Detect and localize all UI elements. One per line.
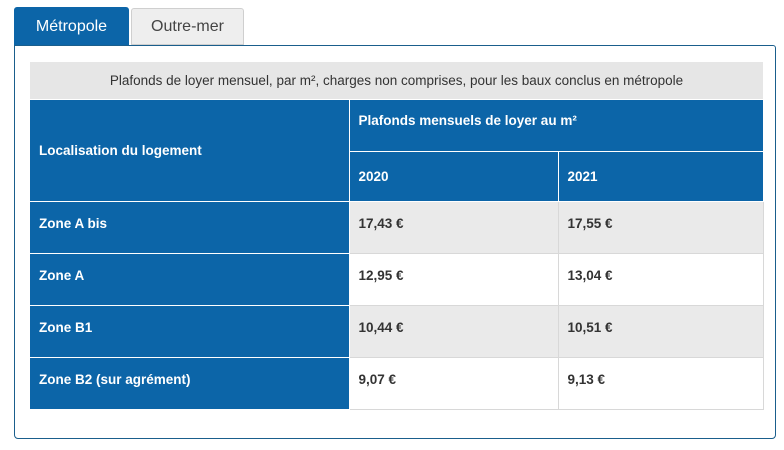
- header-rent-ceilings: Plafonds mensuels de loyer au m²: [348, 99, 764, 152]
- row-zone-label: Zone A bis: [30, 201, 350, 254]
- cell-2020: 10,44 €: [348, 305, 559, 358]
- table-row: Zone A bis 17,43 € 17,55 €: [30, 201, 764, 254]
- table-row: Zone A 12,95 € 13,04 €: [30, 253, 764, 306]
- cell-2021: 13,04 €: [557, 253, 764, 306]
- cell-2020: 12,95 €: [348, 253, 559, 306]
- row-zone-label: Zone A: [30, 253, 350, 306]
- cell-2021: 10,51 €: [557, 305, 764, 358]
- cell-2020: 17,43 €: [348, 201, 559, 254]
- table-row: Zone B2 (sur agrément) 9,07 € 9,13 €: [30, 357, 764, 410]
- table-caption: Plafonds de loyer mensuel, par m², charg…: [30, 62, 763, 99]
- tab-outre-mer[interactable]: Outre-mer: [131, 8, 244, 45]
- header-year-2021: 2021: [557, 151, 764, 202]
- tab-panel: Plafonds de loyer mensuel, par m², charg…: [14, 45, 776, 439]
- table-row: Zone B1 10,44 € 10,51 €: [30, 305, 764, 358]
- cell-2021: 9,13 €: [557, 357, 764, 410]
- header-location: Localisation du logement: [30, 99, 350, 202]
- tab-metropole[interactable]: Métropole: [14, 7, 129, 46]
- header-year-2020: 2020: [349, 151, 559, 202]
- row-zone-label: Zone B2 (sur agrément): [30, 357, 350, 410]
- tab-bar: Métropole Outre-mer: [14, 7, 244, 46]
- cell-2021: 17,55 €: [557, 201, 764, 254]
- row-zone-label: Zone B1: [30, 305, 350, 358]
- cell-2020: 9,07 €: [348, 357, 559, 410]
- rent-ceiling-table: Localisation du logement Plafonds mensue…: [30, 99, 764, 410]
